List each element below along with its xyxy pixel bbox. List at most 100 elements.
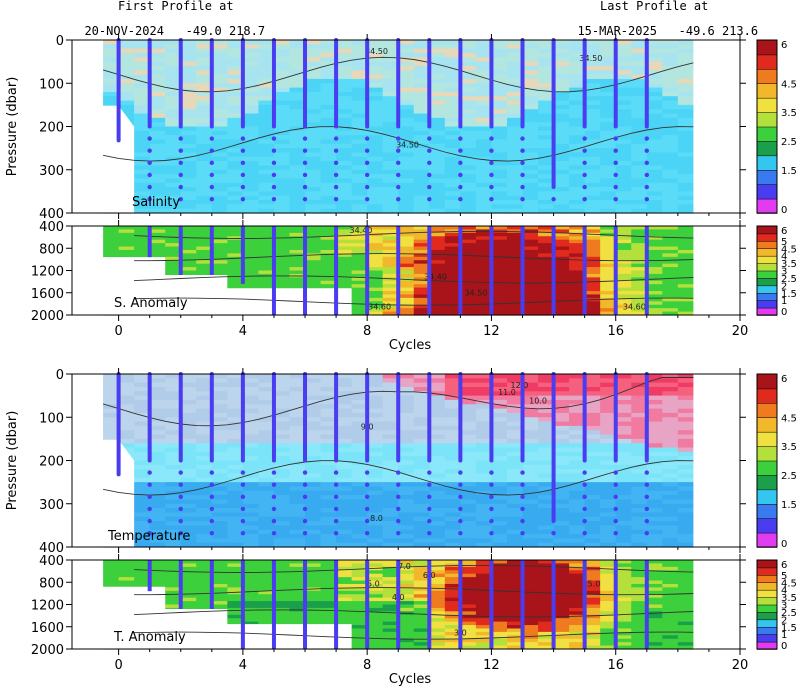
heatmap-cell [305, 469, 322, 475]
heatmap-cell [538, 143, 555, 149]
profile-dot [427, 172, 432, 178]
heatmap-cell [165, 542, 182, 548]
heatmap-cell [382, 304, 399, 309]
profile-dot [147, 160, 152, 166]
heatmap-cell [289, 391, 306, 397]
heatmap-cell [677, 308, 694, 313]
heatmap-cell [382, 297, 399, 302]
heatmap-cell [444, 143, 461, 149]
heatmap-cell [196, 590, 213, 595]
heatmap-cell [180, 122, 197, 128]
heatmap-cell [506, 469, 524, 475]
heatmap-cell [429, 130, 446, 136]
heatmap-cell [289, 499, 306, 505]
heatmap-cell [289, 456, 306, 462]
heatmap-cell [662, 165, 679, 171]
heatmap-cell [615, 226, 632, 231]
heatmap-cell [506, 236, 524, 241]
heatmap-cell [522, 267, 539, 272]
colorbar-tick-label: 5 [781, 237, 787, 248]
colorbar-swatch [756, 307, 778, 316]
heatmap-cell [584, 512, 601, 518]
heatmap-cell [273, 169, 291, 175]
heatmap-cell [553, 287, 570, 292]
heatmap-cell [320, 280, 337, 285]
heatmap-cell [444, 297, 461, 302]
heatmap-cell [320, 267, 337, 272]
heatmap-cell [367, 583, 384, 588]
heatmap-cell [491, 100, 508, 106]
heatmap-cell [413, 91, 430, 97]
heatmap-cell [180, 560, 197, 565]
heatmap-cell [569, 434, 586, 440]
heatmap-cell [444, 512, 461, 518]
heatmap-cell [460, 486, 477, 492]
heatmap-cell [600, 100, 617, 106]
heatmap-cell [289, 570, 306, 575]
heatmap-cell [584, 74, 601, 80]
heatmap-cell [460, 529, 477, 535]
heatmap-cell [165, 451, 182, 457]
heatmap-cell [273, 270, 291, 275]
heatmap-cell [289, 408, 306, 414]
heatmap-cell [475, 130, 493, 136]
heatmap-cell [646, 525, 663, 531]
heatmap-cell [569, 386, 586, 392]
heatmap-cell [600, 52, 617, 58]
heatmap-cell [460, 521, 477, 526]
heatmap-cell [429, 44, 446, 50]
heatmap-cell [180, 182, 197, 188]
heatmap-cell [631, 122, 648, 128]
heatmap-cell [444, 267, 461, 272]
heatmap-cell [460, 83, 477, 89]
heatmap-cell [553, 291, 570, 296]
heatmap-cell [615, 412, 632, 418]
heatmap-cell [196, 70, 213, 76]
heatmap-cell [475, 308, 493, 313]
heatmap-cell [320, 604, 337, 609]
heatmap-cell [677, 122, 694, 128]
heatmap-cell [134, 109, 151, 115]
profile-dot [582, 494, 587, 500]
heatmap-cell [149, 525, 166, 531]
heatmap-cell [600, 490, 617, 496]
heatmap-cell [242, 464, 260, 470]
heatmap-cell [180, 460, 197, 466]
heatmap-cell [196, 178, 213, 184]
heatmap-cell [491, 425, 508, 431]
heatmap-cell [258, 404, 275, 410]
heatmap-cell [677, 451, 694, 457]
heatmap-cell [336, 580, 353, 585]
heatmap-cell [662, 525, 679, 531]
heatmap-cell [677, 83, 694, 89]
heatmap-cell [398, 208, 415, 214]
heatmap-cell [242, 195, 260, 201]
heatmap-cell [491, 495, 508, 501]
profile-dot [333, 506, 339, 512]
y-axis-title: Pressure (dbar) [5, 411, 20, 511]
heatmap-cell [180, 113, 197, 119]
heatmap-cell [134, 473, 151, 479]
heatmap-cell [242, 126, 260, 132]
heatmap-cell [615, 40, 632, 45]
profile-dot [613, 518, 618, 524]
heatmap-cell [398, 139, 415, 145]
heatmap-cell [273, 239, 291, 244]
heatmap-cell [367, 399, 384, 405]
heatmap-cell [631, 542, 648, 548]
heatmap-cell [273, 191, 291, 197]
heatmap-cell [553, 187, 570, 192]
heatmap-cell [475, 232, 493, 237]
x-tick-label: 20 [732, 324, 749, 339]
heatmap-cell [211, 178, 228, 184]
heatmap-cell [149, 152, 166, 158]
heatmap-cell [320, 191, 337, 197]
heatmap-cell [305, 260, 322, 265]
heatmap-cell [305, 91, 322, 97]
panel-temperature: 12.011.010.09.08.00100200300400Pressure … [5, 368, 797, 556]
heatmap-cell [211, 267, 228, 272]
heatmap-cell [367, 260, 384, 265]
heatmap-cell [584, 246, 601, 251]
heatmap-cell [569, 182, 586, 188]
heatmap-cell [367, 287, 384, 292]
